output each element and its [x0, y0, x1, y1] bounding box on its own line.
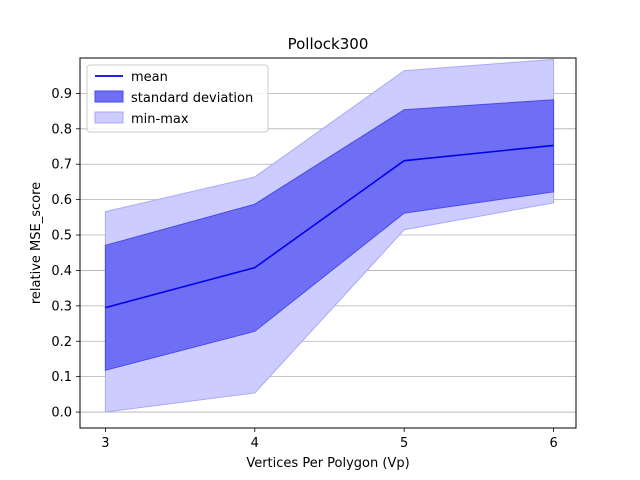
legend: mean standard deviation min-max [86, 64, 269, 133]
bands [104, 58, 555, 413]
y-tick-label: 0.4 [51, 264, 72, 279]
y-tick-label: 0.7 [51, 158, 72, 173]
mean-line [105, 144, 554, 309]
y-tick-label: 0.5 [51, 229, 72, 244]
x-tick-label: 5 [400, 436, 408, 451]
x-axis-label: Vertices Per Polygon (Vp) [246, 456, 409, 471]
x-axis-ticks: 3 4 5 6 [101, 428, 558, 451]
y-tick-label: 0.6 [51, 193, 72, 208]
chart-title: Pollock300 [288, 35, 369, 53]
x-tick-label: 6 [549, 436, 557, 451]
std-band [104, 99, 555, 371]
legend-minmax-label: min-max [131, 112, 189, 127]
y-tick-label: 0.9 [51, 87, 72, 102]
y-tick-label: 0.3 [51, 299, 72, 314]
x-tick-label: 4 [251, 436, 259, 451]
y-axis-ticks: 0.0 0.1 0.2 0.3 0.4 0.5 0.6 0.7 0.8 0.9 [51, 87, 80, 421]
legend-std-label: standard deviation [131, 91, 253, 106]
x-tick-label: 3 [101, 436, 109, 451]
y-axis-label: relative MSE_score [29, 182, 44, 304]
mean-line-layer [105, 144, 554, 309]
legend-mean-label: mean [131, 70, 168, 85]
y-tick-label: 0.0 [51, 406, 72, 421]
legend-box [86, 64, 269, 133]
y-tick-label: 0.2 [51, 335, 72, 350]
y-tick-label: 0.1 [51, 370, 72, 385]
legend-std-swatch [94, 90, 124, 103]
plot-frame [79, 57, 577, 429]
legend-minmax-swatch [94, 111, 124, 124]
y-tick-label: 0.8 [51, 122, 72, 137]
